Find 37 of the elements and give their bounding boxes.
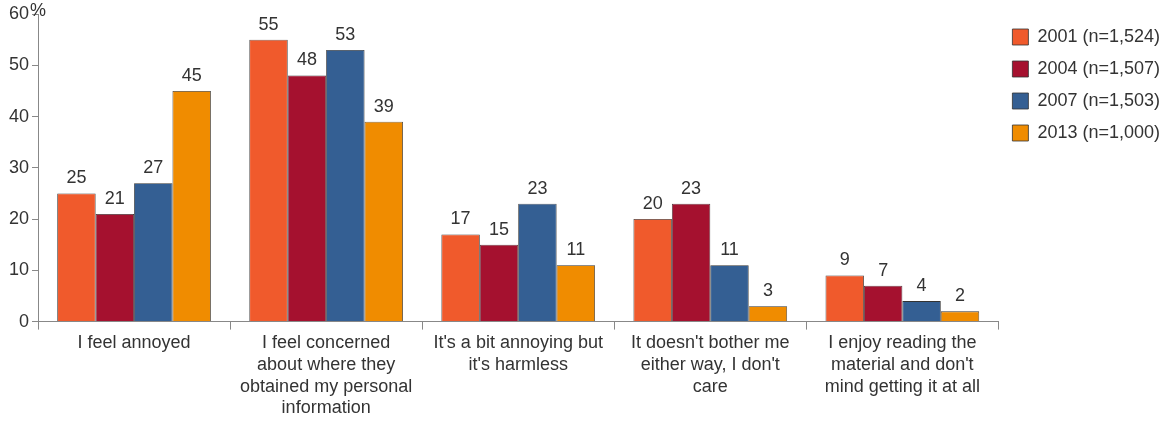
x-tick-label: I feel annoyed	[77, 332, 191, 353]
data-label: 25	[66, 167, 87, 188]
x-tick-label: It's a bit annoying but it's harmless	[433, 332, 603, 374]
data-label: 23	[527, 177, 548, 198]
legend-label: 2013 (n=1,000)	[1037, 121, 1161, 142]
y-tick-label: 30	[8, 156, 30, 177]
data-label: 11	[566, 239, 586, 260]
data-label: 20	[642, 193, 663, 214]
data-label: 39	[373, 95, 394, 116]
legend-label: 2001 (n=1,524)	[1037, 25, 1161, 46]
data-label: 2	[954, 285, 965, 306]
data-label: 7	[878, 259, 889, 280]
y-tick-label: 60	[8, 2, 30, 23]
y-axis-title: %	[30, 0, 47, 20]
data-label: 3	[762, 280, 773, 301]
data-label: 9	[839, 249, 850, 270]
legend-label: 2004 (n=1,507)	[1037, 57, 1161, 78]
data-label: 15	[488, 218, 510, 239]
data-label: 17	[450, 208, 471, 229]
data-label: 4	[916, 275, 927, 296]
data-label: 21	[104, 187, 125, 208]
data-label: 11	[720, 239, 739, 260]
data-label: 27	[143, 157, 164, 178]
data-label: 53	[335, 23, 356, 44]
legend-label: 2007 (n=1,503)	[1037, 89, 1161, 110]
y-tick-label: 0	[19, 310, 30, 331]
y-tick-label: 10	[8, 259, 30, 280]
data-label: 55	[258, 13, 279, 34]
data-label: 45	[181, 64, 202, 85]
y-tick-label: 20	[8, 208, 30, 229]
x-tick-label: I enjoy reading the material and don't mind getting it at all	[824, 332, 980, 396]
y-tick-label: 50	[8, 54, 30, 75]
data-label: 48	[296, 49, 317, 70]
x-tick-label: It doesn't bother me either way, I don't care	[631, 332, 790, 396]
y-tick-label: 40	[8, 105, 30, 126]
data-label: 23	[681, 177, 702, 198]
x-tick-label: I feel concerned about where they obtained my personal information	[240, 332, 413, 418]
